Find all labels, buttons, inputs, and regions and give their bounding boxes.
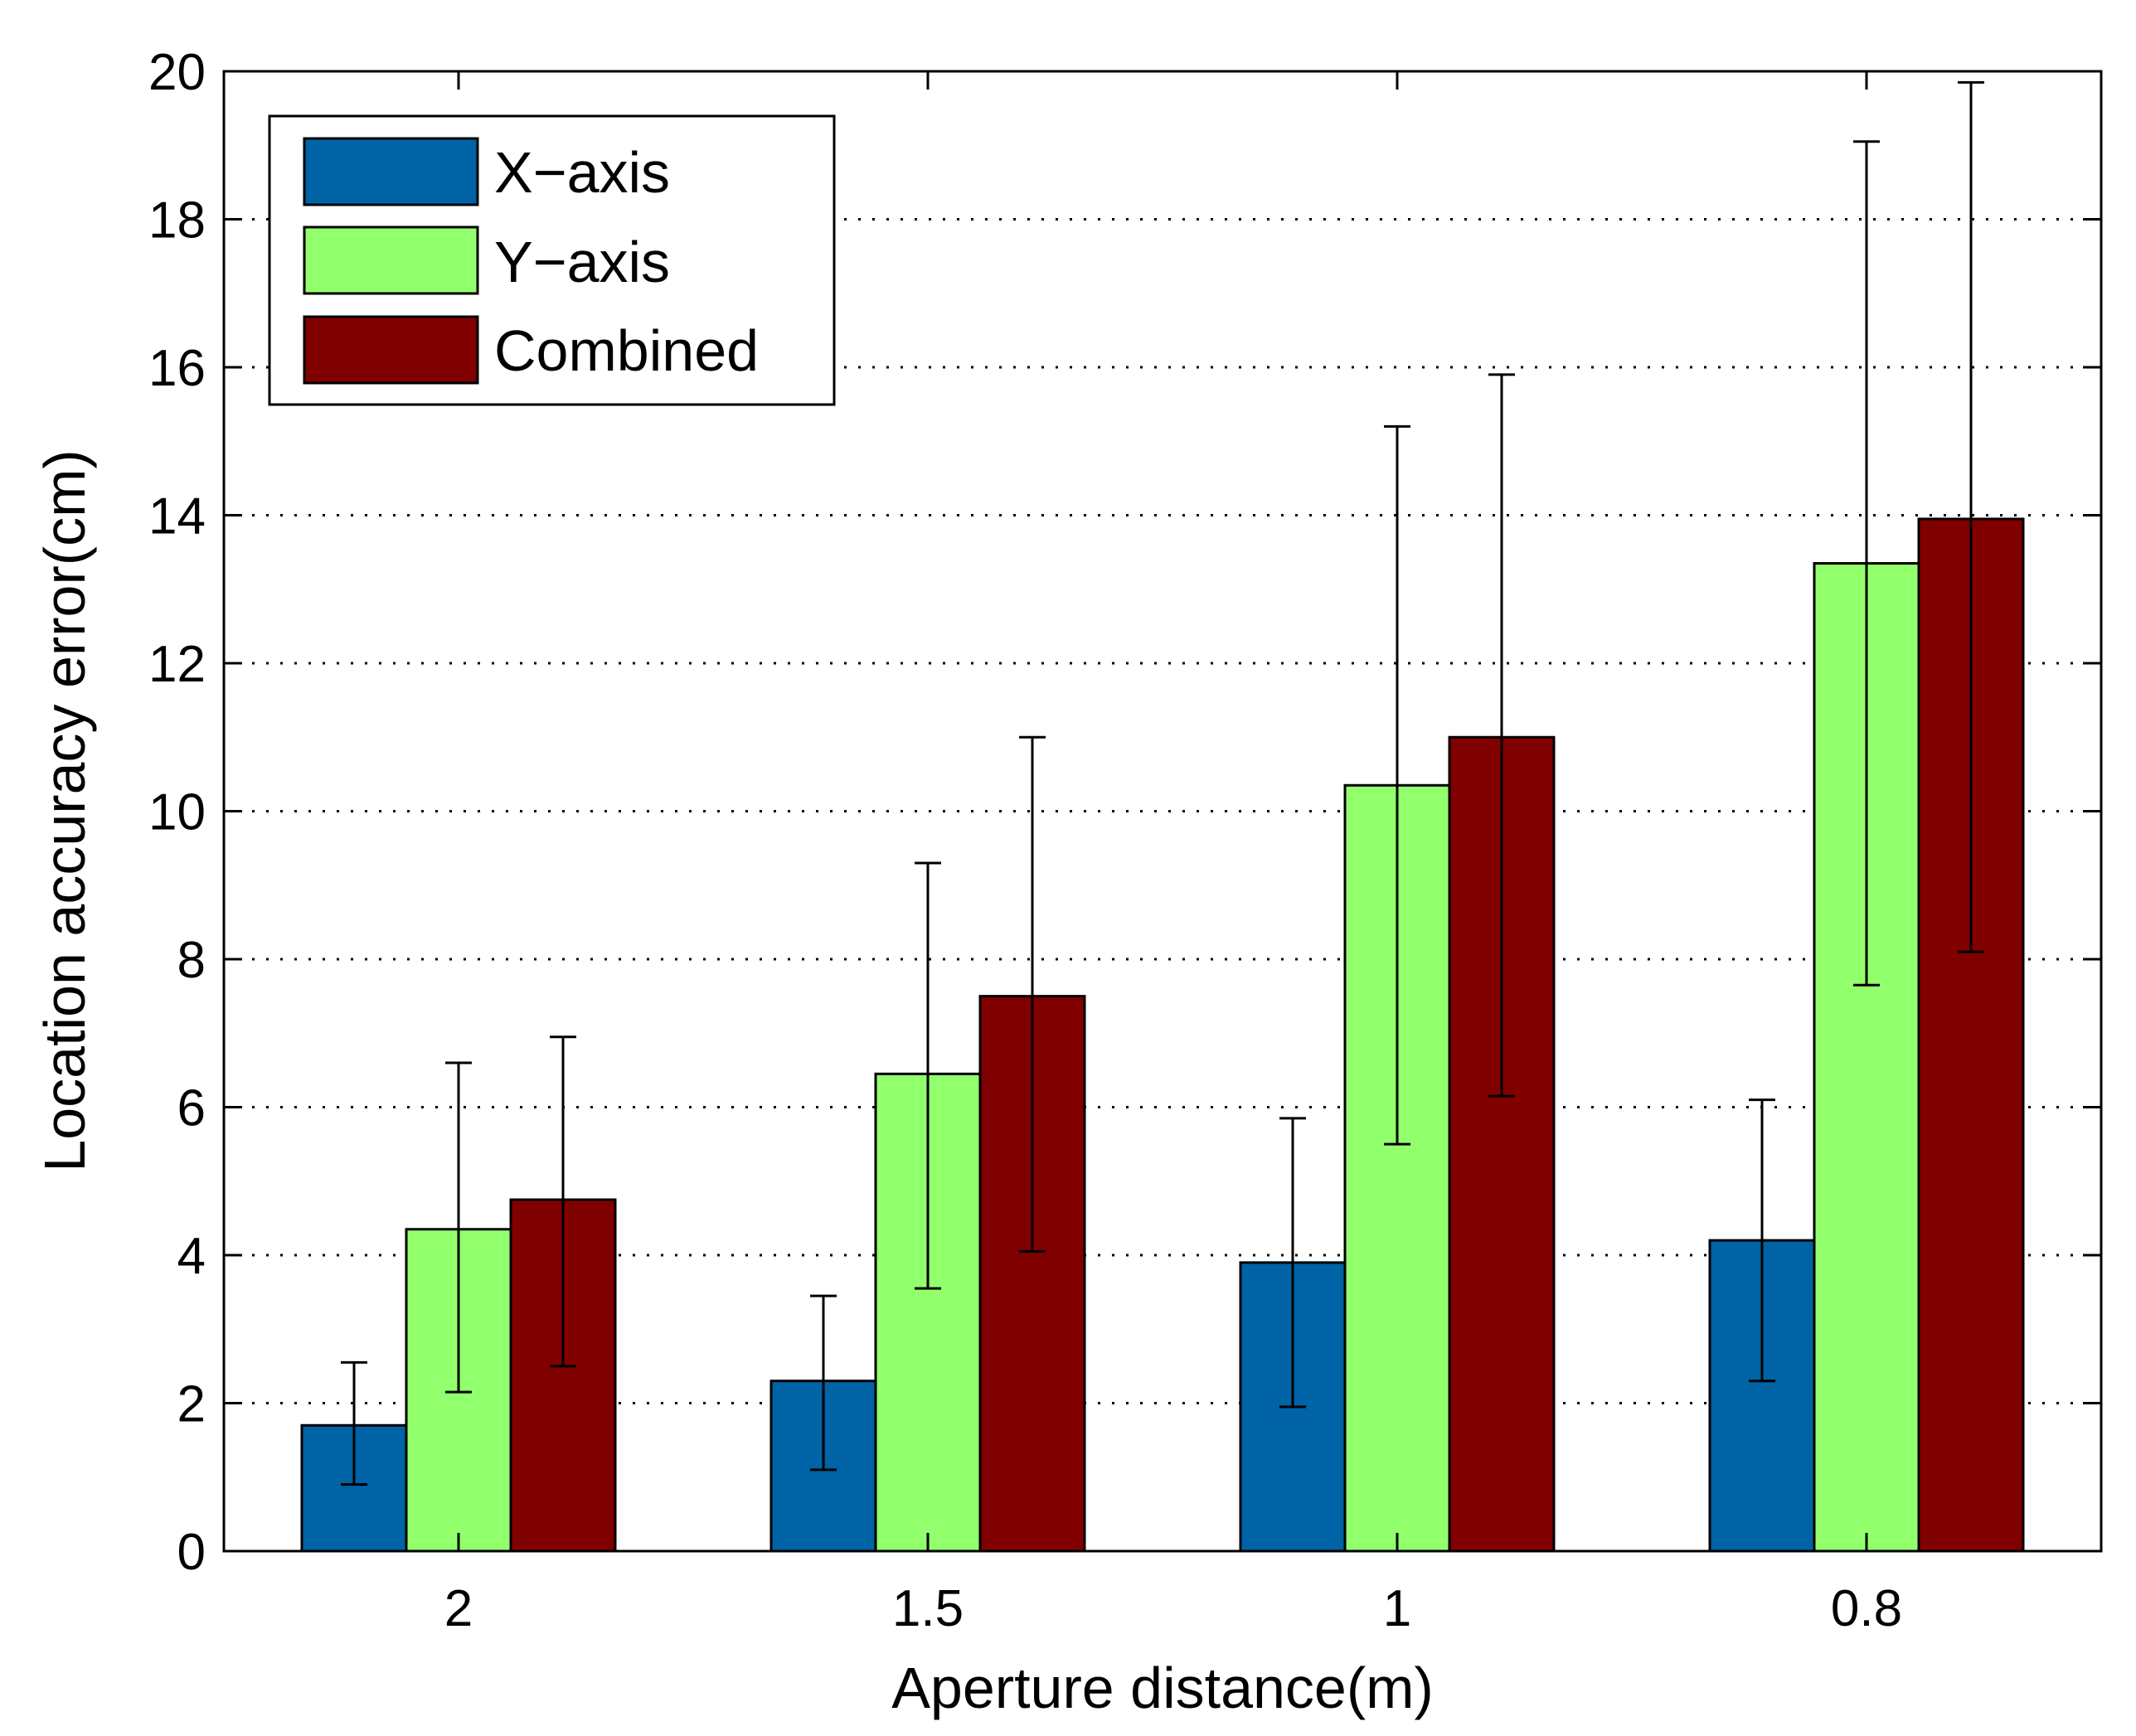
y-tick-label: 16 <box>148 340 206 397</box>
x-tick-label: 1.5 <box>892 1580 964 1637</box>
legend-label-y-axis: Y−axis <box>494 230 670 294</box>
y-tick-label: 14 <box>148 488 206 546</box>
y-tick-label: 6 <box>177 1080 206 1137</box>
y-tick-label: 4 <box>177 1228 206 1285</box>
y-tick-label: 10 <box>148 784 206 841</box>
y-tick-label: 0 <box>177 1524 206 1581</box>
y-tick-label: 2 <box>177 1376 206 1433</box>
error-bars-group <box>341 80 1984 1486</box>
y-tick-label: 12 <box>148 636 206 693</box>
axes-group: 0 2 4 6 8 10 12 14 16 18 20 2 1.5 1 0.8 <box>148 44 2101 1637</box>
y-tick-label: 18 <box>148 192 206 250</box>
legend-swatch-x-axis <box>303 137 479 206</box>
x-tick-label: 1 <box>1383 1580 1411 1637</box>
legend-swatch-y-axis <box>303 225 479 295</box>
legend-swatch-combined <box>303 315 479 385</box>
y-tick-label: 20 <box>148 44 206 101</box>
x-tick-label: 2 <box>444 1580 473 1637</box>
legend-label-combined: Combined <box>494 318 759 383</box>
legend: X−axis Y−axis Combined <box>268 114 836 406</box>
x-axis-title: Aperture distance(m) <box>891 1656 1434 1720</box>
x-tick-label: 0.8 <box>1831 1580 1902 1637</box>
legend-label-x-axis: X−axis <box>494 140 670 205</box>
y-tick-label: 8 <box>177 932 206 989</box>
y-axis-title: Location accuracy error(cm) <box>32 449 97 1171</box>
